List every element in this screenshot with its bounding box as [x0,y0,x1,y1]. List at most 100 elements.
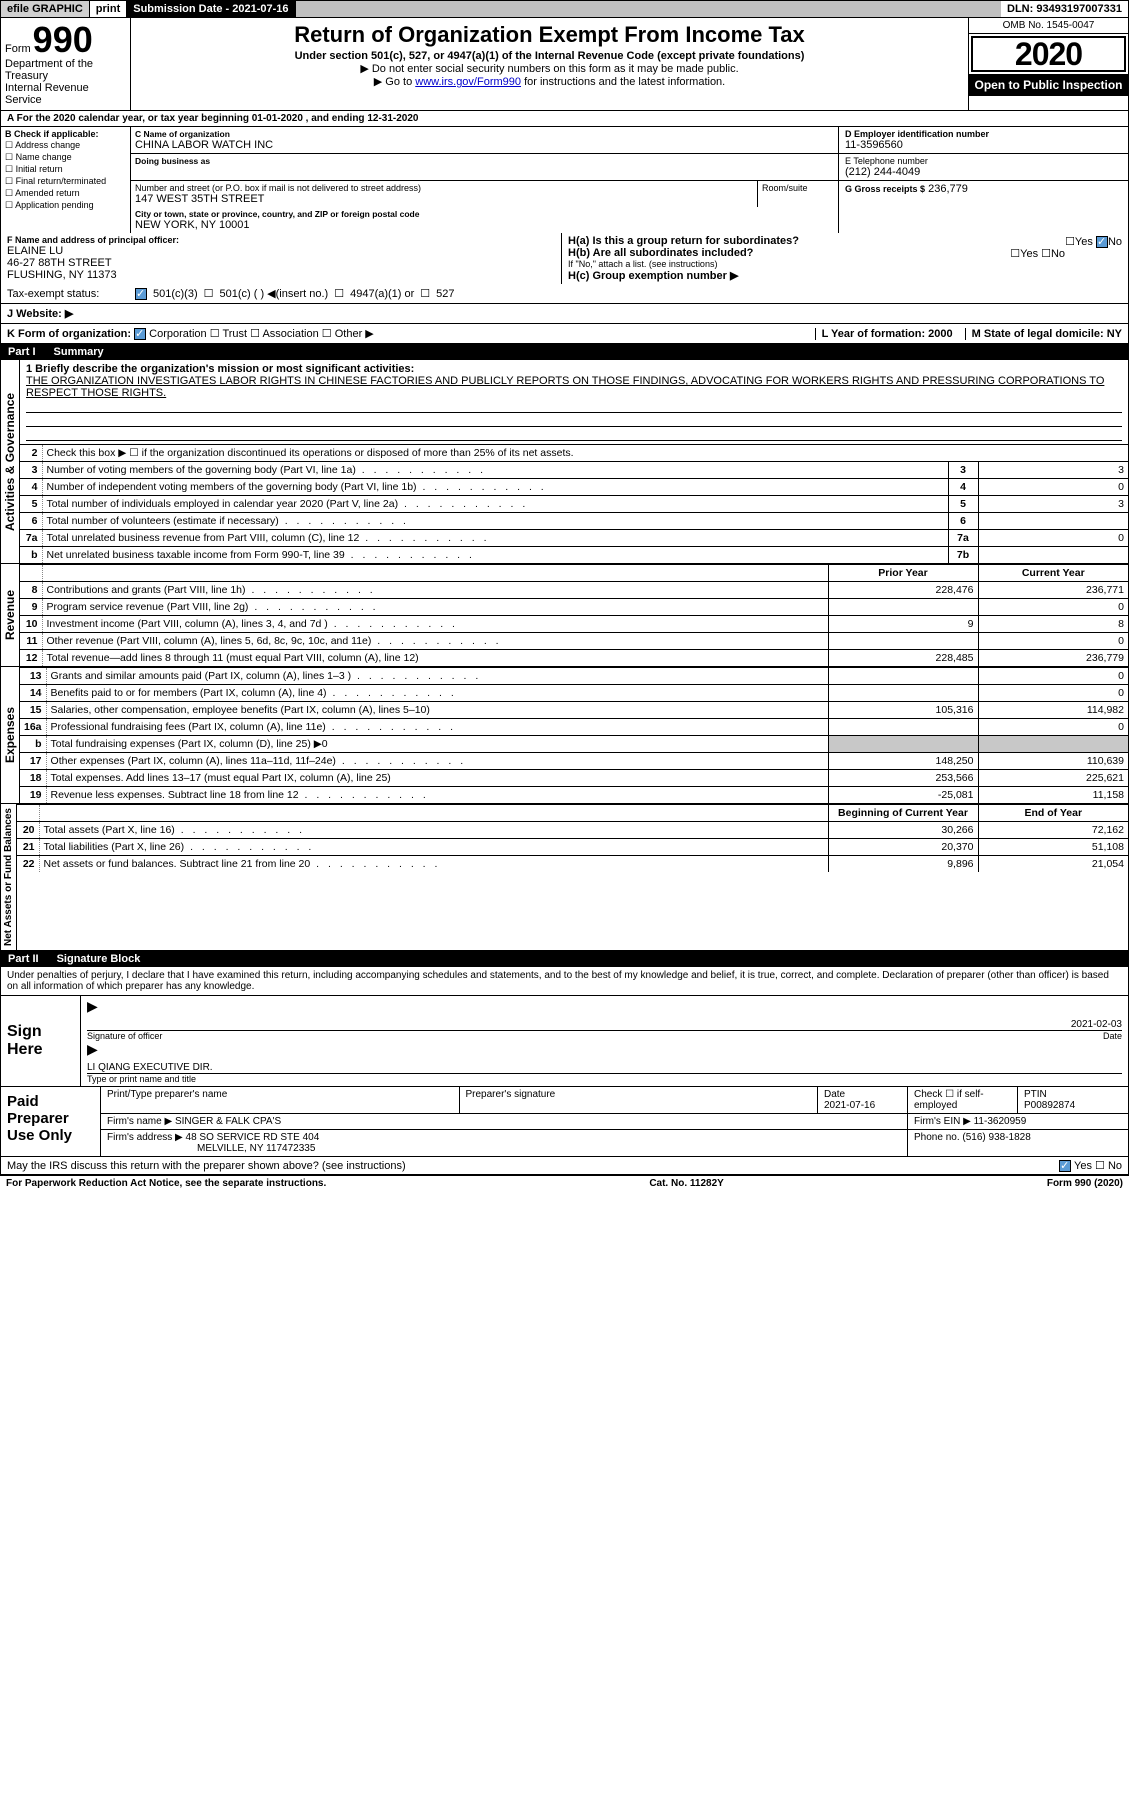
cb-amended-return[interactable]: ☐ Amended return [5,188,126,199]
h-b-text: H(b) Are all subordinates included? [568,247,753,259]
cb-application-pending[interactable]: ☐ Application pending [5,200,126,211]
l8-py: 228,476 [828,582,978,599]
l7b-box: 7b [948,547,978,564]
cb-name-change[interactable]: ☐ Name change [5,152,126,163]
prep-row-2: Firm's name ▶ SINGER & FALK CPA'S Firm's… [101,1114,1128,1130]
l6-text: Total number of volunteers (estimate if … [42,513,948,530]
opt-other: Other ▶ [335,328,374,340]
cb-address-change-label: Address change [15,140,80,150]
firm-phone-cell: Phone no. (516) 938-1828 [908,1130,1128,1156]
l19-num: 19 [20,787,46,804]
m-state: M State of legal domicile: NY [965,328,1122,340]
efile-button[interactable]: efile GRAPHIC [1,1,90,17]
revenue-block: Revenue Prior YearCurrent Year 8Contribu… [0,564,1129,667]
hdr-current-year: Current Year [978,565,1128,582]
city-label: City or town, state or province, country… [135,209,834,219]
l16a-text: Professional fundraising fees (Part IX, … [46,719,828,736]
l3-num: 3 [20,462,42,479]
cb-initial-return[interactable]: ☐ Initial return [5,164,126,175]
line-19: 19Revenue less expenses. Subtract line 1… [20,787,1128,804]
l5-text: Total number of individuals employed in … [42,496,948,513]
irs-link[interactable]: www.irs.gov/Form990 [415,76,521,88]
l5-val: 3 [978,496,1128,513]
sign-here-label: Sign Here [1,996,81,1086]
paid-preparer-block: Paid Preparer Use Only Print/Type prepar… [1,1086,1128,1156]
opt-association: Association [262,328,318,340]
room-suite: Room/suite [758,181,838,207]
l12-py: 228,485 [828,650,978,667]
l21-cy: 51,108 [978,839,1128,856]
mission-line1 [26,399,1122,413]
addr-label: Number and street (or P.O. box if mail i… [135,183,753,193]
l9-py [828,599,978,616]
l4-num: 4 [20,479,42,496]
header-right: OMB No. 1545-0047 2020 Open to Public In… [968,18,1128,110]
mission-line2 [26,413,1122,427]
l13-py [828,668,978,685]
dept-line1: Department of the Treasury [5,58,126,82]
prep-name-h: Print/Type preparer's name [101,1087,460,1113]
line-22: 22Net assets or fund balances. Subtract … [17,856,1128,873]
form-ref: Form 990 (2020) [1047,1178,1123,1189]
cb-501c3[interactable] [135,288,147,300]
l9-cy: 0 [978,599,1128,616]
org-name: CHINA LABOR WATCH INC [135,139,834,151]
yes-label: Yes [1074,1160,1092,1172]
k-label: K Form of organization: [7,328,131,340]
l7b-num: b [20,547,42,564]
l17-py: 148,250 [828,753,978,770]
l6-num: 6 [20,513,42,530]
line-4: 4Number of independent voting members of… [20,479,1128,496]
sig-typed-name: LI QIANG EXECUTIVE DIR. [87,1062,213,1073]
cb-discuss-yes[interactable] [1059,1160,1071,1172]
l14-text: Benefits paid to or for members (Part IX… [46,685,828,702]
h-a: H(a) Is this a group return for subordin… [568,235,1122,247]
cat-no: Cat. No. 11282Y [649,1178,723,1189]
cb-corporation[interactable] [134,328,146,340]
print-button[interactable]: print [90,1,127,17]
l12-num: 12 [20,650,42,667]
opt-527: 527 [436,288,454,300]
part-2-title: Signature Block [57,953,141,965]
open-to-public: Open to Public Inspection [969,74,1128,96]
caution-1: ▶ Do not enter social security numbers o… [137,62,962,75]
expenses-body: 13Grants and similar amounts paid (Part … [20,667,1128,803]
l10-num: 10 [20,616,42,633]
phone-value: (212) 244-4049 [845,166,1122,178]
l18-text: Total expenses. Add lines 13–17 (must eq… [46,770,828,787]
h-a-no-checkbox[interactable] [1096,236,1108,248]
row-k-right: L Year of formation: 2000 M State of leg… [815,328,1122,340]
prep-date-value: 2021-07-16 [824,1100,875,1111]
line-2: 2Check this box ▶ ☐ if the organization … [20,445,1128,462]
expenses-block: Expenses 13Grants and similar amounts pa… [0,667,1129,804]
line-16b: bTotal fundraising expenses (Part IX, co… [20,736,1128,753]
line-21: 21Total liabilities (Part X, line 26)20,… [17,839,1128,856]
sign-here-fields: ▶ 2021-02-03 Signature of officerDate ▶ … [81,996,1128,1086]
form-title: Return of Organization Exempt From Incom… [137,22,962,48]
cb-address-change[interactable]: ☐ Address change [5,140,126,151]
firm-addr2: MELVILLE, NY 117472335 [197,1143,315,1154]
l5-box: 5 [948,496,978,513]
form-word: Form [5,43,31,55]
line-5: 5Total number of individuals employed in… [20,496,1128,513]
l16b-cy-grey [978,736,1128,753]
l21-text: Total liabilities (Part X, line 26) [39,839,828,856]
sig-typed-line: LI QIANG EXECUTIVE DIR. [87,1058,1122,1074]
l16b-num: b [20,736,46,753]
block-bcdeg: B Check if applicable: ☐ Address change … [0,127,1129,233]
form-number: Form 990 [5,22,126,58]
sig-date: 2021-02-03 [1071,1019,1122,1030]
netassets-body: Beginning of Current YearEnd of Year 20T… [17,804,1128,950]
tax-year-box: 2020 [971,36,1126,72]
expenses-table: 13Grants and similar amounts paid (Part … [20,667,1128,803]
l10-text: Investment income (Part VIII, column (A)… [42,616,828,633]
cb-final-return[interactable]: ☐ Final return/terminated [5,176,126,187]
paid-preparer-label: Paid Preparer Use Only [1,1087,101,1156]
l12-text: Total revenue—add lines 8 through 11 (mu… [42,650,828,667]
l6-box: 6 [948,513,978,530]
firm-addr-label: Firm's address ▶ [107,1132,183,1143]
part-2-header: Part II Signature Block [0,951,1129,967]
l20-py: 30,266 [828,822,978,839]
submission-date-label: Submission Date - 2021-07-16 [127,1,295,17]
l6-val [978,513,1128,530]
